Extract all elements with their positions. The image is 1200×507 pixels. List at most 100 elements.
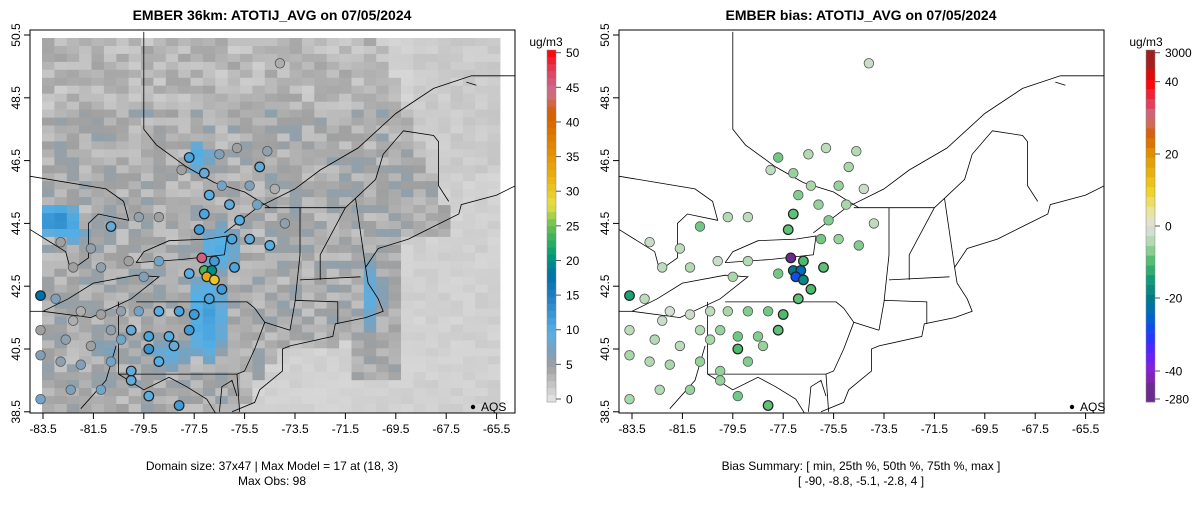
grid-cell	[462, 149, 476, 158]
y-tick-label: 38.5	[9, 400, 23, 424]
grid-cell	[289, 85, 303, 95]
grid-cell	[487, 181, 501, 190]
grid-cell	[277, 69, 290, 79]
grid-cell	[215, 396, 229, 405]
grid-cell	[103, 149, 117, 158]
grid-cell	[351, 324, 365, 333]
grid-cell	[289, 244, 303, 254]
grid-cell	[363, 300, 377, 309]
x-tick-label: -81.5	[80, 422, 108, 436]
grid-cell	[116, 324, 130, 333]
x-tick-label: -83.5	[29, 422, 57, 436]
grid-cell	[264, 372, 278, 381]
grid-cell	[103, 308, 117, 317]
grid-cell	[401, 364, 414, 373]
grid-cell	[462, 125, 476, 134]
grid-cell	[401, 300, 414, 309]
grid-cell	[376, 165, 389, 174]
grid-cell	[227, 404, 241, 413]
grid-cell	[363, 165, 377, 174]
bias-panel-title: EMBER bias: ATOTIJ_AVG on 07/05/2024	[725, 7, 996, 23]
station-point	[216, 283, 228, 295]
grid-cell	[66, 46, 80, 55]
grid-cell	[116, 205, 130, 214]
grid-cell	[215, 38, 229, 47]
grid-cell	[215, 117, 229, 126]
station-point	[684, 384, 696, 396]
grid-cell	[42, 101, 55, 111]
grid-cell	[413, 252, 427, 262]
grid-cell	[240, 46, 253, 55]
grid-cell	[165, 189, 179, 198]
grid-cell	[401, 165, 414, 174]
grid-cell	[487, 77, 501, 87]
grid-cell	[289, 324, 303, 333]
grid-cell	[314, 61, 328, 71]
grid-cell	[79, 173, 92, 182]
station-point	[762, 400, 774, 411]
grid-cell	[91, 364, 105, 373]
grid-cell	[103, 69, 117, 79]
grid-cell	[227, 85, 241, 95]
station-point	[805, 180, 817, 191]
station-point	[664, 359, 676, 370]
grid-cell	[363, 157, 377, 166]
grid-cell	[326, 85, 340, 95]
grid-cell	[351, 157, 365, 166]
grid-cell	[339, 189, 352, 198]
grid-cell	[54, 364, 68, 373]
grid-cell	[326, 340, 340, 349]
grid-cell	[42, 117, 55, 126]
grid-cell	[401, 252, 414, 262]
grid-cell	[401, 149, 414, 158]
grid-cell	[413, 276, 427, 286]
grid-cell	[116, 101, 130, 111]
grid-cell	[438, 197, 451, 206]
grid-cell	[475, 332, 488, 341]
grid-cell	[475, 356, 488, 365]
grid-cell	[240, 276, 253, 286]
grid-cell	[326, 149, 340, 158]
colorbar-bin	[547, 190, 556, 199]
grid-cell	[252, 340, 266, 349]
grid-cell	[376, 53, 389, 63]
grid-cell	[487, 189, 501, 198]
grid-cell	[376, 244, 389, 254]
x-tick-label: -75.5	[231, 422, 259, 436]
grid-cell	[165, 133, 179, 142]
grid-cell	[42, 197, 55, 206]
grid-cell	[438, 292, 451, 301]
grid-cell	[401, 396, 414, 405]
grid-cell	[487, 117, 501, 126]
grid-cell	[462, 348, 476, 357]
colorbar-bin	[547, 226, 556, 234]
grid-cell	[91, 348, 105, 357]
grid-cell	[190, 388, 204, 397]
grid-cell	[165, 46, 179, 55]
grid-cell	[401, 77, 414, 87]
grid-cell	[141, 133, 154, 142]
grid-cell	[190, 61, 204, 71]
grid-cell	[79, 244, 92, 254]
grid-cell	[116, 356, 130, 365]
grid-cell	[314, 364, 328, 373]
grid-cell	[91, 53, 105, 63]
grid-cell	[401, 38, 414, 47]
grid-cell	[425, 300, 439, 309]
grid-cell	[264, 348, 278, 357]
grid-cell	[277, 284, 290, 294]
grid-cell	[301, 117, 315, 126]
colorbar-bin	[1146, 255, 1155, 266]
grid-cell	[54, 324, 68, 333]
grid-cell	[178, 221, 191, 230]
grid-cell	[351, 316, 365, 325]
grid-cell	[475, 260, 488, 270]
grid-cell	[178, 205, 191, 214]
grid-cell	[54, 197, 68, 206]
colorbar-bin	[1146, 265, 1155, 276]
grid-cell	[351, 340, 365, 349]
grid-cell	[252, 93, 266, 103]
grid-cell	[301, 221, 315, 230]
grid-cell	[240, 197, 253, 206]
grid-cell	[42, 205, 55, 214]
